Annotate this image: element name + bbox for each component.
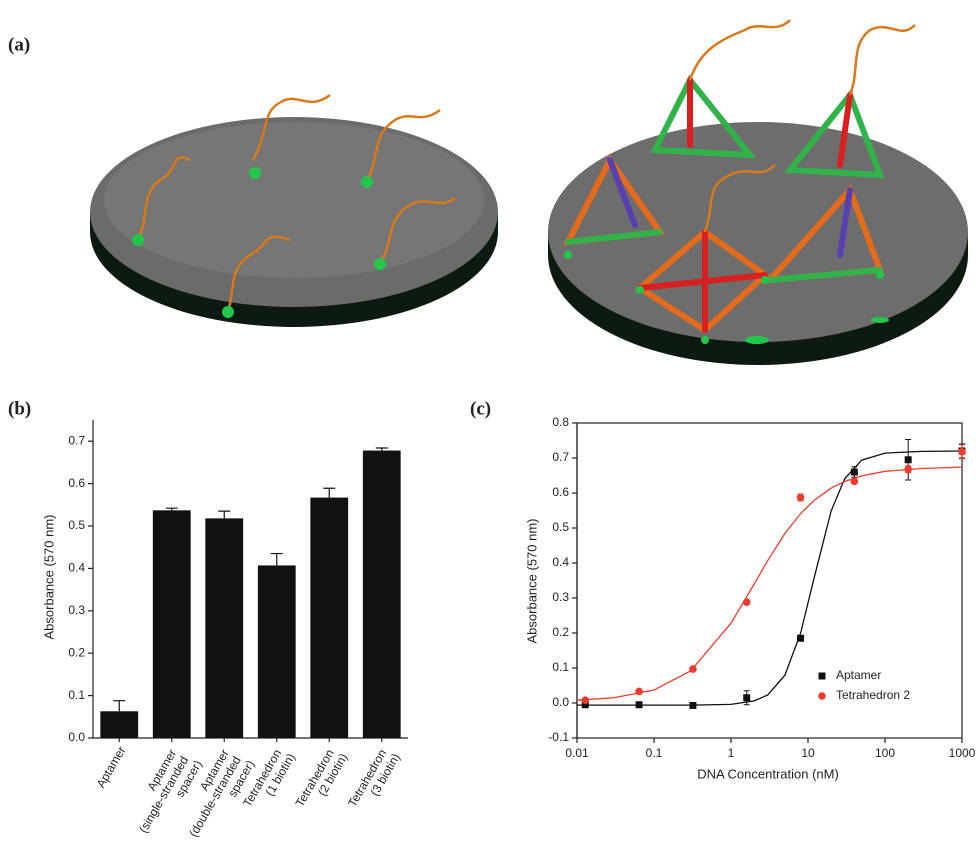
- x-tick-label: 1000: [949, 746, 976, 760]
- x-tick-label: 100: [875, 746, 895, 760]
- bar: [363, 451, 401, 738]
- y-tick-label: 0.1: [552, 660, 569, 674]
- y-tick-label: 0.3: [552, 590, 569, 604]
- y-tick-label: 0.4: [68, 561, 85, 575]
- legend-label: Aptamer: [836, 668, 881, 682]
- x-tick-label: 1: [728, 746, 735, 760]
- panel-label: (b): [8, 398, 31, 419]
- data-point: [797, 494, 805, 502]
- y-tick-label: 0.0: [68, 730, 85, 744]
- data-point: [689, 665, 697, 673]
- x-tick-label: Aptamer: [94, 744, 129, 790]
- bar: [153, 510, 191, 738]
- data-point: [689, 702, 696, 709]
- y-tick-label: 0.2: [552, 625, 569, 639]
- error-bar: [218, 511, 230, 518]
- y-tick-label: 0.2: [68, 645, 85, 659]
- legend-marker: [818, 692, 826, 700]
- bar: [205, 518, 243, 738]
- data-point: [905, 456, 912, 463]
- data-point: [743, 598, 751, 606]
- x-tick-label: 10: [801, 746, 815, 760]
- y-tick-label: 0.1: [68, 688, 85, 702]
- bar: [100, 711, 138, 738]
- y-tick-label: -0.1: [548, 730, 569, 744]
- x-tick-label: Tetrahedron (2 biotin): [293, 744, 351, 816]
- fit-curve: [577, 467, 962, 700]
- data-point: [581, 696, 589, 704]
- fit-curve: [577, 451, 962, 705]
- y-tick-label: 0.0: [552, 695, 569, 709]
- y-axis-label: Absorbance (570 nm): [41, 514, 56, 639]
- panel-label: (a): [8, 34, 30, 55]
- y-tick-label: 0.3: [68, 603, 85, 617]
- x-tick-label: Tetrahedron (1 biotin): [240, 744, 298, 816]
- bar: [258, 565, 296, 738]
- y-tick-label: 0.5: [552, 520, 569, 534]
- y-tick-label: 0.5: [68, 518, 85, 532]
- error-bar: [166, 508, 178, 510]
- data-point: [635, 688, 643, 696]
- data-point: [851, 469, 858, 476]
- figure: (a) (b) (c): [0, 0, 976, 843]
- y-tick-label: 0.6: [68, 476, 85, 490]
- illustration-tetrahedron-surface: [548, 20, 968, 365]
- data-point: [743, 694, 750, 701]
- error-bar: [271, 554, 283, 566]
- bar: [310, 498, 348, 738]
- y-axis-label: Absorbance (570 nm): [524, 518, 539, 643]
- legend-label: Tetrahedron 2: [836, 688, 910, 702]
- x-axis-label: DNA Concentration (nM): [697, 766, 839, 781]
- data-point: [904, 465, 912, 473]
- data-point: [851, 478, 859, 486]
- error-bar: [376, 448, 388, 451]
- y-tick-label: 0.8: [552, 415, 569, 429]
- y-tick-label: 0.4: [552, 555, 569, 569]
- x-tick-label: 0.01: [565, 746, 589, 760]
- y-tick-label: 0.6: [552, 485, 569, 499]
- error-bar: [323, 488, 335, 497]
- data-point: [958, 448, 966, 456]
- illustration-aptamer-surface: [90, 95, 498, 327]
- x-tick-label: Tetrahedron (3 biotin): [345, 744, 403, 816]
- data-point: [636, 701, 643, 708]
- data-point: [797, 635, 804, 642]
- error-bar: [113, 701, 125, 712]
- legend-marker: [819, 673, 826, 680]
- y-tick-label: 0.7: [552, 450, 569, 464]
- panel-label: (c): [470, 398, 491, 419]
- x-tick-label: 0.1: [646, 746, 663, 760]
- y-tick-label: 0.7: [68, 433, 85, 447]
